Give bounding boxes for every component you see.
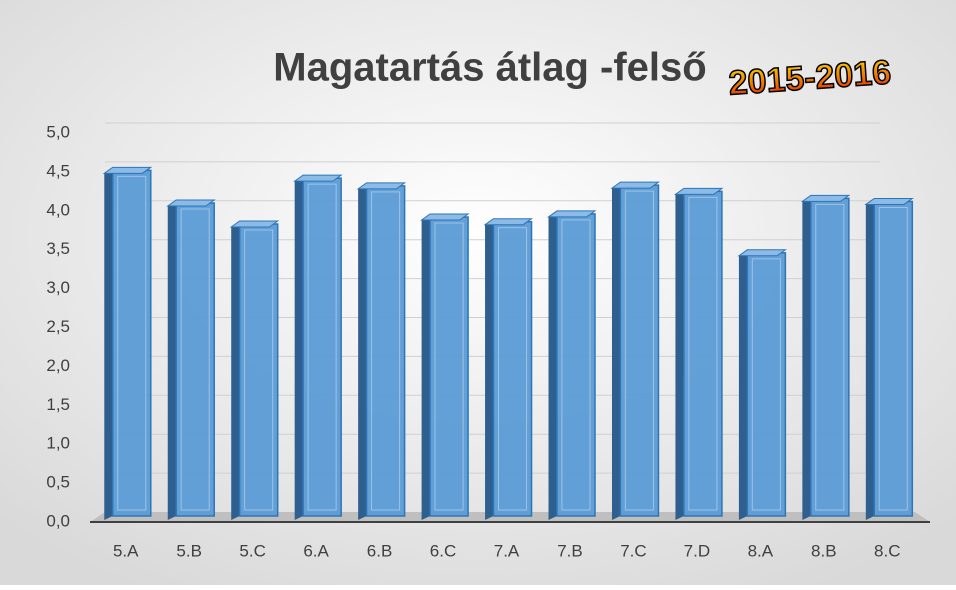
x-tick-label: 6.A — [303, 541, 329, 560]
bar-top — [356, 182, 407, 190]
bar-inner — [624, 190, 654, 511]
x-tick-label: 5.B — [176, 541, 202, 560]
bar-side — [421, 214, 430, 521]
y-tick-label: 0,0 — [46, 511, 70, 530]
y-tick-label: 4,0 — [46, 200, 70, 219]
bar-inner — [561, 219, 591, 511]
bar-inner — [815, 203, 845, 511]
bar — [365, 185, 406, 517]
bar-top — [483, 218, 534, 226]
y-tick-label: 4,5 — [46, 161, 70, 180]
bar-side — [231, 221, 240, 520]
bar-top — [166, 199, 216, 207]
bar-side — [738, 249, 748, 520]
x-tick-label: 7.D — [684, 541, 710, 560]
chart-title: Magatartás átlag -felső — [273, 46, 706, 90]
bar-top — [610, 181, 661, 189]
y-tick-label: 3,5 — [46, 239, 70, 258]
x-tick-label: 7.B — [557, 541, 583, 560]
bar-top — [737, 249, 787, 257]
y-tick-label: 2,5 — [46, 317, 70, 336]
bar-top — [800, 194, 851, 202]
bar-inner — [878, 206, 908, 511]
bar-inner — [434, 222, 464, 511]
bar-side — [548, 210, 557, 521]
bar — [175, 202, 215, 517]
bar — [810, 197, 850, 517]
bar — [238, 223, 279, 517]
x-tick-label: 8.A — [748, 541, 774, 560]
bar-inner — [751, 258, 781, 511]
y-tick-label: 2,0 — [46, 356, 70, 375]
x-tick-label: 6.C — [430, 541, 456, 560]
x-tick-label: 8.C — [874, 541, 900, 560]
bar-top — [864, 197, 914, 205]
bar — [873, 200, 914, 517]
bar-inner — [307, 183, 337, 511]
x-tick-label: 5.A — [113, 541, 139, 560]
bar-side — [865, 198, 875, 521]
y-tick-label: 1,5 — [46, 395, 70, 414]
bar-side — [485, 218, 494, 520]
bar-side — [167, 200, 177, 520]
bar-inner — [497, 227, 528, 511]
y-tick-label: 0,5 — [46, 473, 70, 492]
y-tick-label: 5,0 — [46, 122, 70, 141]
bar — [619, 184, 660, 517]
bar-inner — [688, 196, 718, 511]
bar — [746, 252, 787, 517]
y-tick-label: 3,0 — [46, 278, 70, 297]
bar-side — [104, 167, 113, 520]
x-tick-label: 6.B — [367, 541, 393, 560]
bar-side — [675, 188, 684, 520]
x-tick-label: 5.C — [239, 541, 265, 560]
bar-top — [673, 187, 724, 195]
bar — [683, 190, 723, 517]
bar-inner — [244, 229, 274, 511]
x-tick-label: 8.B — [811, 541, 837, 560]
x-tick-label: 7.A — [494, 541, 520, 560]
bar-side — [611, 182, 621, 520]
x-tick-label: 7.C — [620, 541, 646, 560]
bar-inner — [371, 191, 401, 511]
bar-side — [358, 182, 367, 521]
bar-top — [229, 220, 280, 228]
bar-top — [546, 210, 597, 218]
bar — [302, 177, 342, 517]
bar-top — [102, 166, 153, 174]
bar — [556, 213, 596, 517]
bar-side — [802, 195, 811, 521]
bar-inner — [180, 208, 210, 511]
bar-side — [294, 175, 304, 520]
bar-top — [293, 174, 343, 182]
bar — [111, 169, 152, 517]
chart-subtitle: 2015-2016 — [727, 53, 892, 102]
y-tick-label: 1,0 — [46, 434, 70, 453]
bar — [492, 220, 533, 517]
bar-inner — [117, 175, 147, 511]
bar — [429, 216, 469, 517]
bar-top — [420, 213, 470, 221]
